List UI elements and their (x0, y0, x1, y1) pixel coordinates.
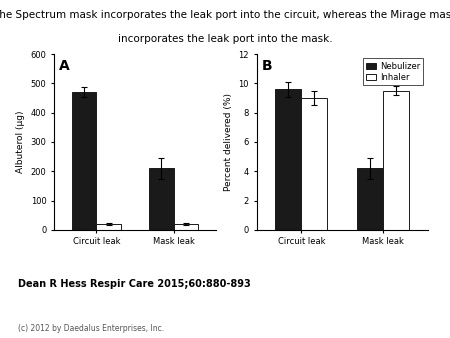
Text: Dean R Hess Respir Care 2015;60:880-893: Dean R Hess Respir Care 2015;60:880-893 (18, 279, 251, 289)
Text: The Spectrum mask incorporates the leak port into the circuit, whereas the Mirag: The Spectrum mask incorporates the leak … (0, 10, 450, 20)
Y-axis label: Albuterol (μg): Albuterol (μg) (16, 111, 25, 173)
Legend: Nebulizer, Inhaler: Nebulizer, Inhaler (363, 58, 423, 86)
Text: incorporates the leak port into the mask.: incorporates the leak port into the mask… (118, 34, 332, 44)
Bar (174, 224, 198, 230)
Bar (96, 224, 121, 230)
Text: B: B (261, 59, 272, 73)
Bar (275, 89, 302, 230)
Y-axis label: Percent delivered (%): Percent delivered (%) (224, 93, 233, 191)
Bar (302, 98, 327, 230)
Bar (72, 92, 96, 230)
Bar (357, 168, 382, 230)
Text: A: A (59, 59, 70, 73)
Bar (382, 91, 409, 230)
Bar (149, 168, 174, 230)
Text: (c) 2012 by Daedalus Enterprises, Inc.: (c) 2012 by Daedalus Enterprises, Inc. (18, 324, 164, 334)
